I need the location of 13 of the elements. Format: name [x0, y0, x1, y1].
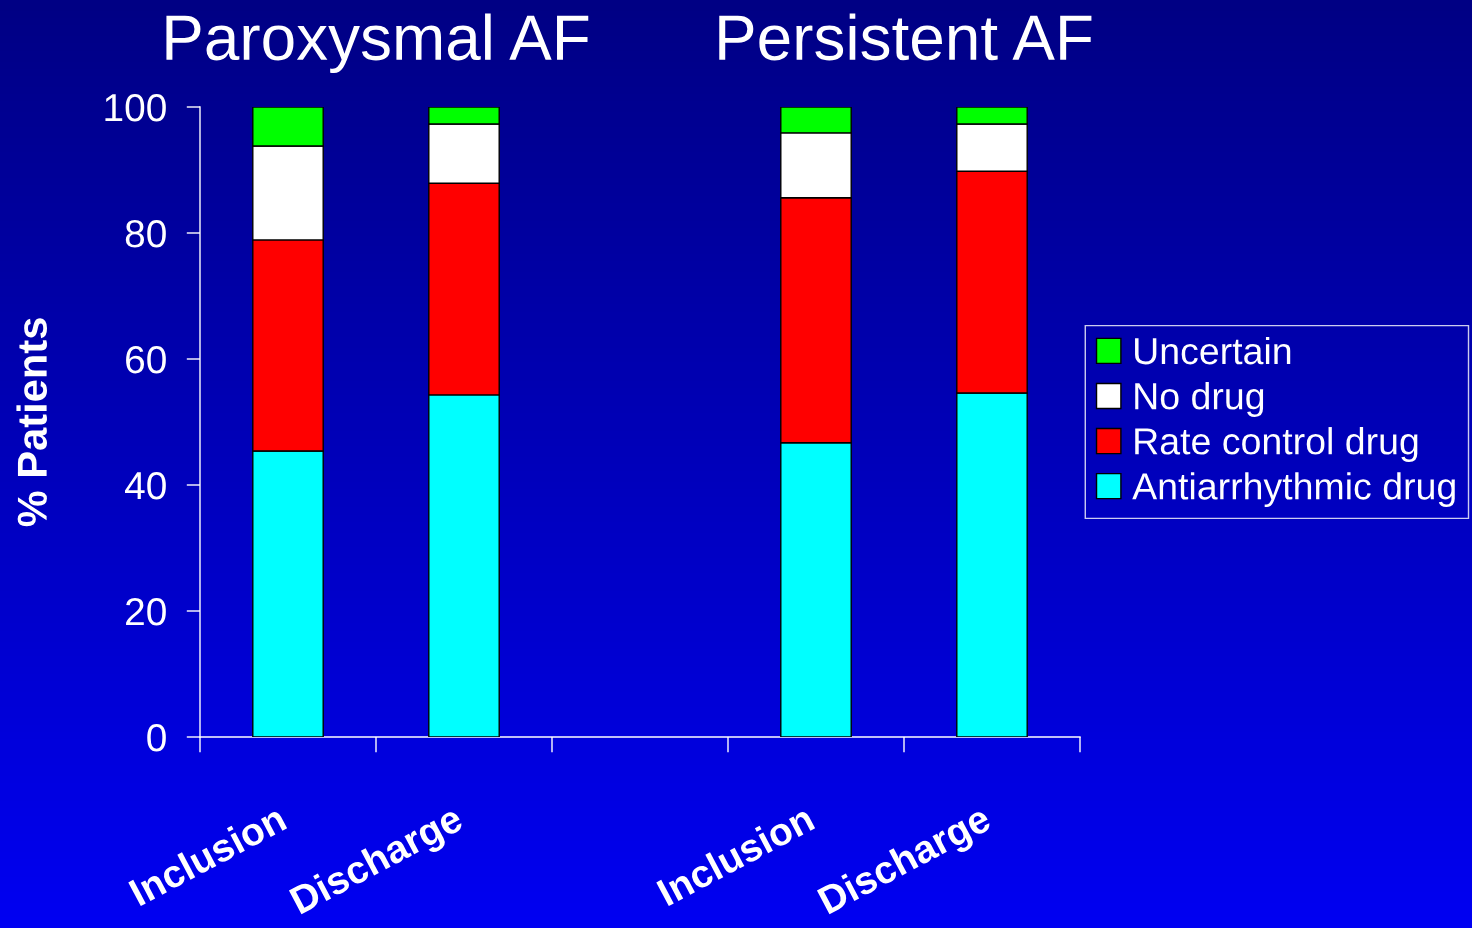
y-tick-label: 60 — [126, 345, 166, 374]
text: Persistent AF — [719, 13, 1092, 61]
text: Paroxysmal AF — [166, 13, 589, 74]
y-tick-label: 100 — [105, 93, 166, 122]
legend-label: Uncertain — [1135, 336, 1291, 365]
y-axis-title: % Patients — [16, 318, 48, 527]
y-tick-label: 40 — [125, 471, 166, 500]
legend-label: No drug — [1135, 381, 1264, 417]
legend-label: Antiarrhythmic drug — [1132, 472, 1455, 508]
y-tick-label: 20 — [126, 597, 166, 626]
y-tick-label: 0 — [147, 723, 166, 752]
y-tick-label: 80 — [125, 219, 166, 248]
legend-label: Rate control drug — [1135, 427, 1418, 463]
